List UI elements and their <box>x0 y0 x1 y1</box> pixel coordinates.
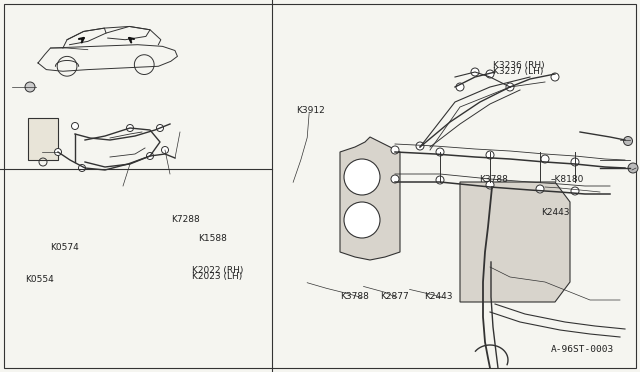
Bar <box>28 118 58 160</box>
Text: K2443: K2443 <box>541 208 570 217</box>
Text: K3912: K3912 <box>296 106 325 115</box>
Circle shape <box>571 158 579 166</box>
Circle shape <box>571 187 579 195</box>
Text: K2022 (RH): K2022 (RH) <box>192 266 243 275</box>
Text: K0574: K0574 <box>50 243 79 252</box>
Text: –K8180: –K8180 <box>550 175 584 184</box>
Text: K3788: K3788 <box>479 175 508 184</box>
Circle shape <box>161 147 168 154</box>
Polygon shape <box>340 137 400 260</box>
Text: K7288: K7288 <box>172 215 200 224</box>
Circle shape <box>127 125 134 131</box>
Circle shape <box>416 142 424 150</box>
Circle shape <box>628 163 638 173</box>
Circle shape <box>486 151 494 159</box>
Text: K2877: K2877 <box>380 292 409 301</box>
Circle shape <box>391 175 399 183</box>
Circle shape <box>79 164 86 171</box>
Text: K3237 (LH): K3237 (LH) <box>493 67 543 76</box>
Text: K3788: K3788 <box>340 292 369 301</box>
Circle shape <box>436 176 444 184</box>
Circle shape <box>436 148 444 156</box>
Circle shape <box>72 122 79 129</box>
Text: K0554: K0554 <box>26 275 54 284</box>
Circle shape <box>541 155 549 163</box>
Circle shape <box>471 68 479 76</box>
Circle shape <box>344 202 380 238</box>
Text: A-96ST-0003: A-96ST-0003 <box>551 345 614 354</box>
Circle shape <box>486 70 494 78</box>
Circle shape <box>147 153 154 160</box>
Circle shape <box>506 83 514 91</box>
Circle shape <box>486 181 494 189</box>
Circle shape <box>25 82 35 92</box>
Circle shape <box>391 146 399 154</box>
Circle shape <box>623 137 632 145</box>
Circle shape <box>456 83 464 91</box>
Text: K2023 (LH): K2023 (LH) <box>192 272 243 281</box>
Text: K1588: K1588 <box>198 234 227 243</box>
Circle shape <box>54 148 61 155</box>
Circle shape <box>157 125 163 131</box>
Circle shape <box>551 73 559 81</box>
Text: K3236 (RH): K3236 (RH) <box>493 61 545 70</box>
Polygon shape <box>460 182 570 302</box>
Text: K2443: K2443 <box>424 292 452 301</box>
Circle shape <box>344 159 380 195</box>
Circle shape <box>536 185 544 193</box>
